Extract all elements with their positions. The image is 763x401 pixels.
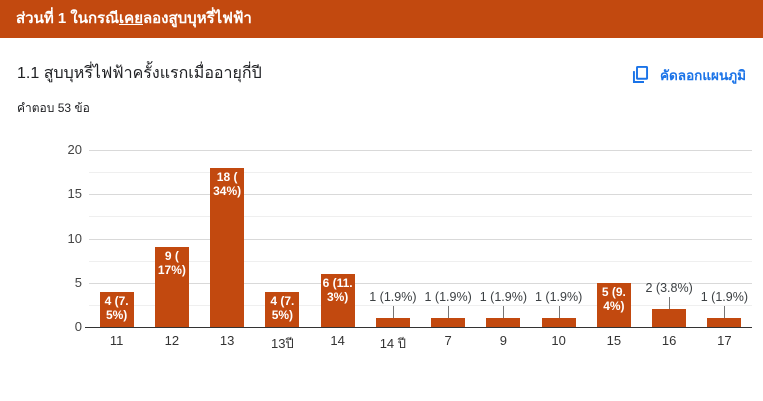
bar[interactable] [541, 318, 576, 327]
y-tick-label: 5 [74, 274, 82, 290]
bar-column: 18 (34%) 13 [200, 150, 255, 348]
bar-value-label: 5 (9. 4%) [601, 284, 626, 313]
bar[interactable]: 4 (7. 5%) [99, 291, 134, 327]
x-tick-label: 12 [164, 333, 180, 348]
label-stem [392, 306, 394, 319]
label-stem [503, 306, 505, 319]
bar[interactable]: 4 (7. 5%) [265, 291, 300, 327]
bar[interactable] [486, 318, 521, 327]
bar-value-label: 1 (1.9%) [369, 290, 417, 305]
y-tick-label: 15 [67, 186, 82, 202]
bar-value-label: 18 (34%) [213, 169, 242, 198]
bar-value-label: 2 (3.8%) [645, 281, 693, 296]
x-tick-label: 14 [330, 333, 345, 348]
major-gridline [89, 238, 752, 240]
minor-gridline [89, 172, 752, 174]
bar-column: 1 (1.9%) 9 [476, 150, 531, 348]
minor-gridline [89, 260, 752, 262]
bar[interactable]: 9 (17%) [154, 247, 189, 327]
y-axis: 0 5 10 15 20 [30, 143, 82, 334]
major-gridline [89, 282, 752, 284]
label-stem [724, 306, 726, 319]
bar-value-label: 1 (1.9%) [535, 290, 583, 305]
bar-column: 9 (17%) 12 [144, 150, 199, 348]
x-tick-label: 17 [717, 333, 732, 348]
minor-gridline [89, 304, 752, 306]
label-stem [558, 306, 560, 319]
bar-column: 4 (7. 5%) 13ปี [255, 150, 310, 351]
major-gridline [89, 150, 752, 151]
label-stem [669, 297, 671, 310]
bar[interactable] [431, 318, 466, 327]
bar[interactable] [652, 309, 687, 327]
section-title-underlined: เคย [119, 10, 143, 27]
bar[interactable]: 5 (9. 4%) [596, 282, 631, 327]
bar-column: 1 (1.9%) 17 [697, 150, 752, 348]
x-tick-label: 9 [499, 333, 507, 348]
bar-value-label: 6 (11. 3%) [322, 275, 353, 304]
section-title-suffix: ลองสูบบุหรี่ไฟฟ้า [142, 10, 252, 27]
x-axis-baseline [85, 327, 752, 328]
bar-value-label: 1 (1.9%) [424, 290, 472, 305]
content-copy-icon [630, 64, 651, 86]
bar[interactable]: 18 (34%) [210, 167, 245, 327]
plot-area: 4 (7. 5%) 11 9 (17%) 12 18 (34%) 13 4 (7. 5%) 13ป… [85, 150, 752, 351]
bar-value-label: 9 (17%) [157, 249, 186, 278]
label-stem [448, 306, 450, 319]
section-header: ส่วนที่ 1 ในกรณีเคยลองสูบบุหรี่ไฟฟ้า [0, 0, 763, 38]
bar-value-label: 4 (7. 5%) [270, 293, 295, 322]
bar-value-label: 1 (1.9%) [479, 290, 527, 305]
bar-columns: 4 (7. 5%) 11 9 (17%) 12 18 (34%) 13 4 (7. 5%) 13ป… [89, 150, 752, 351]
bar-column: 6 (11. 3%) 14 [310, 150, 365, 348]
minor-gridline [89, 216, 752, 218]
x-tick-label: 13 [219, 333, 235, 348]
bar-column: 1 (1.9%) 14 ปี [365, 150, 420, 351]
x-tick-label: 11 [109, 333, 124, 348]
bar-column: 5 (9. 4%) 15 [586, 150, 641, 348]
x-tick-label: 14 ปี [379, 336, 407, 351]
major-gridline [89, 194, 752, 196]
x-tick-label: 7 [444, 333, 452, 348]
bar[interactable] [707, 318, 742, 327]
bar-value-label: 4 (7. 5%) [104, 293, 129, 322]
responses-count: คำตอบ 53 ข้อ [17, 101, 90, 115]
x-tick-label: 16 [661, 333, 677, 348]
x-tick-label: 13ปี [271, 336, 294, 351]
y-tick-label: 0 [74, 319, 82, 334]
x-tick-label: 10 [551, 333, 566, 348]
y-tick-label: 20 [67, 142, 82, 157]
bar[interactable] [375, 318, 410, 327]
bar-column: 1 (1.9%) 10 [531, 150, 586, 348]
copy-chart-label: คัดลอกแผนภูมิ [660, 68, 746, 83]
copy-chart-button[interactable]: คัดลอกแผนภูมิ [630, 63, 746, 87]
bar[interactable]: 6 (11. 3%) [320, 273, 355, 327]
bar-column: 2 (3.8%) 16 [642, 150, 697, 348]
bar-column: 1 (1.9%) 7 [421, 150, 476, 348]
bar-value-label: 1 (1.9%) [700, 290, 748, 305]
question-title: 1.1 สูบบุหรี่ไฟฟ้าครั้งแรกเมื่ออายุกี่ปี [17, 65, 262, 82]
y-tick-label: 10 [67, 230, 82, 246]
section-title-prefix: ส่วนที่ 1 ในกรณี [16, 10, 120, 27]
x-tick-label: 15 [606, 333, 622, 348]
bar-column: 4 (7. 5%) 11 [89, 150, 144, 348]
